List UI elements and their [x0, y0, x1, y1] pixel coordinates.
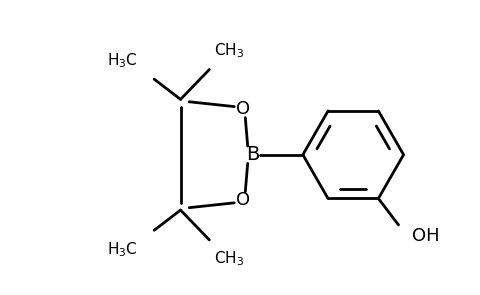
Text: O: O: [235, 191, 250, 209]
Text: CH$_3$: CH$_3$: [214, 41, 244, 60]
Text: CH$_3$: CH$_3$: [214, 250, 244, 268]
Text: OH: OH: [411, 227, 439, 245]
Text: O: O: [235, 100, 250, 118]
Text: H$_3$C: H$_3$C: [107, 240, 137, 259]
Text: B: B: [245, 145, 259, 164]
Text: H$_3$C: H$_3$C: [107, 51, 137, 70]
